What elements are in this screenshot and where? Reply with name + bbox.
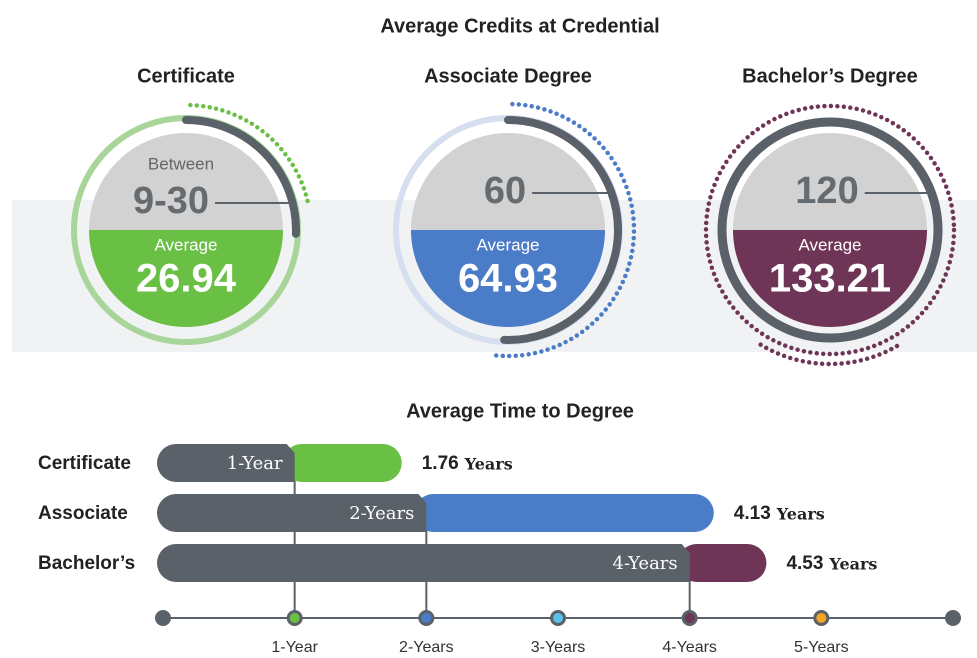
average-dots bbox=[188, 102, 311, 207]
row-label: Certificate bbox=[38, 453, 131, 474]
standard-value: 9-30 bbox=[133, 180, 209, 222]
row-label: Associate bbox=[38, 503, 128, 524]
credits-title: Average Credits at Credential bbox=[380, 15, 659, 37]
standard-arc bbox=[182, 116, 300, 238]
tick-label: 4-Years bbox=[662, 639, 717, 656]
axis-end bbox=[945, 610, 961, 626]
standard-value: 120 bbox=[795, 170, 858, 212]
tick-label: 1-Year bbox=[271, 639, 318, 656]
tick-dot-inner bbox=[553, 613, 563, 623]
axis-end bbox=[155, 610, 171, 626]
standard-label: 2-Years bbox=[349, 503, 414, 524]
row-label: Bachelor’s bbox=[38, 553, 135, 574]
average-bar bbox=[414, 494, 714, 532]
standard-bar bbox=[157, 494, 427, 532]
average-value: 4.53 bbox=[786, 553, 823, 574]
standard-arc bbox=[500, 116, 622, 344]
average-bar bbox=[282, 444, 402, 482]
average-bar bbox=[677, 544, 767, 582]
average-label: Average bbox=[154, 235, 217, 254]
average-dots bbox=[703, 103, 957, 357]
credential-name: Associate Degree bbox=[424, 65, 592, 87]
average-value: 133.21 bbox=[769, 257, 891, 301]
tick-label: 5-Years bbox=[794, 639, 849, 656]
average-value: 4.13 bbox=[734, 503, 771, 524]
tick-dot-inner bbox=[816, 613, 827, 623]
standard-ring bbox=[717, 117, 943, 343]
standard-label: 4-Years bbox=[613, 553, 678, 574]
tick-dot-inner bbox=[421, 613, 432, 623]
average-value: 26.94 bbox=[136, 257, 237, 301]
tick-label: 3-Years bbox=[531, 639, 586, 656]
tick-dot-inner bbox=[684, 613, 695, 623]
average-label: Average bbox=[798, 235, 861, 254]
average-dots bbox=[756, 341, 900, 367]
average-value: 64.93 bbox=[458, 257, 558, 301]
unit-label: Years bbox=[828, 555, 877, 574]
unit-label: Years bbox=[776, 505, 825, 524]
average-value: 1.76 bbox=[422, 453, 459, 474]
standard-label: 1-Year bbox=[227, 453, 283, 474]
average-label: Average bbox=[476, 235, 539, 254]
credential-name: Bachelor’s Degree bbox=[742, 65, 918, 87]
standard-value: 60 bbox=[484, 170, 526, 212]
time-title: Average Time to Degree bbox=[406, 400, 634, 422]
standard-prefix: Between bbox=[148, 154, 214, 173]
standard-bar bbox=[157, 444, 295, 482]
standard-bar bbox=[157, 544, 690, 582]
credential-name: Certificate bbox=[137, 65, 235, 87]
tick-dot-inner bbox=[289, 613, 300, 623]
unit-label: Years bbox=[464, 455, 513, 474]
tick-label: 2-Years bbox=[399, 639, 454, 656]
